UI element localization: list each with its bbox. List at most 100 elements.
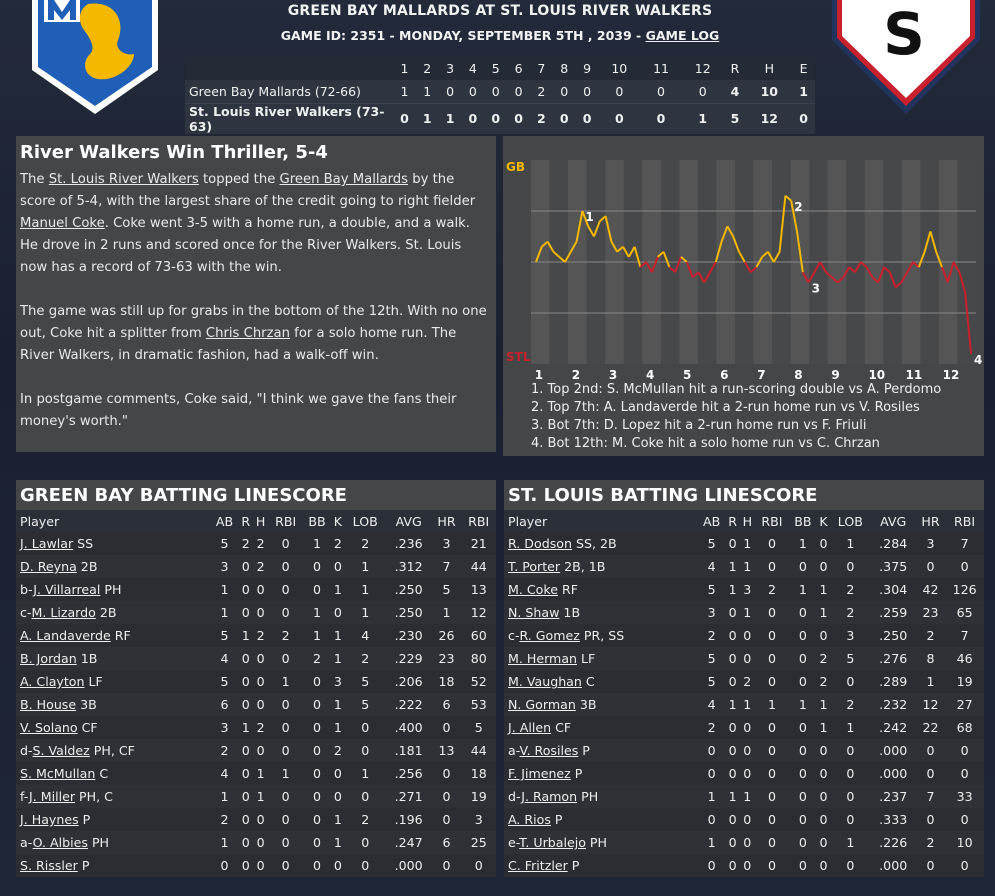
player-link[interactable]: N. Shaw xyxy=(508,605,560,620)
batting-header-hr[interactable]: HR xyxy=(915,510,946,532)
batting-header-lob[interactable]: LOB xyxy=(830,510,871,532)
green-bay-logo[interactable] xyxy=(30,0,160,116)
batting-header-bb[interactable]: BB xyxy=(788,510,817,532)
event-marker[interactable]: 4 xyxy=(974,353,982,367)
stat-cell: 0 xyxy=(442,720,451,735)
player-link[interactable]: A. Rios xyxy=(508,812,551,827)
player-link[interactable]: M. Herman xyxy=(508,651,578,666)
stat-cell: .250 xyxy=(394,605,423,620)
win-probability-line xyxy=(546,241,555,253)
batter-cell: J. Lawlar SS xyxy=(16,532,210,555)
stat-cell: 1 xyxy=(819,582,828,597)
batting-header-rbi[interactable]: RBI xyxy=(945,510,984,532)
stat-cell: 0 xyxy=(281,536,290,551)
event-marker[interactable]: 1 xyxy=(585,210,593,224)
player-link[interactable]: V. Solano xyxy=(20,720,78,735)
batting-header-h[interactable]: H xyxy=(252,510,269,532)
player-link[interactable]: J. Villarreal xyxy=(33,582,101,597)
batting-header-ab[interactable]: AB xyxy=(210,510,239,532)
stat-cell: 46 xyxy=(956,651,973,666)
batter-cell: d-S. Valdez PH, CF xyxy=(16,739,210,762)
batting-header-bb[interactable]: BB xyxy=(302,510,332,532)
batting-header-rbi[interactable]: RBI xyxy=(268,510,303,532)
player-link[interactable]: M. Coke xyxy=(508,582,558,597)
stat-cell: 1 xyxy=(798,582,807,597)
linescore-header-1: 1 xyxy=(393,57,416,80)
stat-cell: 2 xyxy=(819,674,828,689)
stat-cell: 13 xyxy=(438,743,455,758)
linescore-header-10: 10 xyxy=(598,57,641,80)
stat-cell: 2 xyxy=(707,628,716,643)
stat-cell: 2 xyxy=(846,582,855,597)
linescore-team-name[interactable]: St. Louis River Walkers (73-63) xyxy=(185,102,393,134)
batter-cell: A. Rios P xyxy=(504,808,698,831)
batting-header-hr[interactable]: HR xyxy=(431,510,462,532)
player-link[interactable]: J. Allen xyxy=(508,720,552,735)
event-marker[interactable]: 2 xyxy=(794,200,802,214)
st-louis-logo[interactable]: S xyxy=(828,0,984,116)
link-green-bay[interactable]: Green Bay Mallards xyxy=(279,172,409,187)
stat-cell: 0 xyxy=(819,536,828,551)
stat-cell: 0 xyxy=(743,766,752,781)
linescore-team-name[interactable]: Green Bay Mallards (72-66) xyxy=(189,83,361,99)
stat-cell: .250 xyxy=(394,582,423,597)
batting-header-h[interactable]: H xyxy=(739,510,755,532)
win-probability-line xyxy=(633,246,642,268)
stat-cell: 0 xyxy=(798,651,807,666)
player-link[interactable]: D. Reyna xyxy=(20,559,77,574)
player-link[interactable]: B. Jordan xyxy=(20,651,77,666)
batter-cell: J. Haynes P xyxy=(16,808,210,831)
player-link[interactable]: T. Urbalejo xyxy=(519,835,586,850)
substitution-prefix: f- xyxy=(20,789,29,804)
player-link[interactable]: J. Miller xyxy=(29,789,76,804)
win-probability-line xyxy=(958,271,967,293)
batting-header-k[interactable]: K xyxy=(816,510,831,532)
stat-cell: 1 xyxy=(926,674,935,689)
player-link[interactable]: A. Landaverde xyxy=(20,628,111,643)
player-link[interactable]: J. Lawlar xyxy=(20,536,74,551)
batting-header-player[interactable]: Player xyxy=(504,510,698,532)
game-log-link[interactable]: GAME LOG xyxy=(645,28,720,43)
link-st-louis[interactable]: St. Louis River Walkers xyxy=(48,172,199,187)
link-manuel-coke[interactable]: Manuel Coke xyxy=(20,216,105,231)
batting-header-r[interactable]: R xyxy=(725,510,740,532)
player-link[interactable]: F. Jimenez xyxy=(508,766,571,781)
player-link[interactable]: J. Haynes xyxy=(20,812,79,827)
batting-header-avg[interactable]: AVG xyxy=(870,510,916,532)
player-link[interactable]: B. House xyxy=(20,697,77,712)
stat-cell: 68 xyxy=(956,720,973,735)
batting-header-rbi[interactable]: RBI xyxy=(461,510,496,532)
stat-cell: 0 xyxy=(743,628,752,643)
batting-header-ab[interactable]: AB xyxy=(697,510,726,532)
link-chris-chrzan[interactable]: Chris Chrzan xyxy=(205,326,290,341)
batting-header-lob[interactable]: LOB xyxy=(344,510,386,532)
batting-header-avg[interactable]: AVG xyxy=(385,510,432,532)
stat-cell: 1 xyxy=(846,835,855,850)
player-link[interactable]: C. Fritzler xyxy=(508,858,568,873)
batting-header-rbi[interactable]: RBI xyxy=(754,510,789,532)
win-probability-line xyxy=(796,231,804,273)
player-link[interactable]: A. Clayton xyxy=(20,674,85,689)
player-link[interactable]: T. Porter xyxy=(508,559,561,574)
player-link[interactable]: M. Lizardo xyxy=(31,605,96,620)
linescore-header-6: 6 xyxy=(507,57,530,80)
player-link[interactable]: O. Albies xyxy=(32,835,88,850)
player-link[interactable]: R. Dodson xyxy=(508,536,572,551)
stat-cell: 2 xyxy=(926,835,935,850)
win-probability-line xyxy=(912,261,920,268)
player-link[interactable]: R. Gomez xyxy=(519,628,580,643)
batting-header-r[interactable]: R xyxy=(238,510,253,532)
player-link[interactable]: M. Vaughan xyxy=(508,674,582,689)
stat-cell: 2 xyxy=(256,720,265,735)
batting-header-player[interactable]: Player xyxy=(16,510,211,532)
story-paragraph-1: The St. Louis River Walkers topped the G… xyxy=(20,172,476,275)
player-link[interactable]: N. Gorman xyxy=(508,697,576,712)
batting-header-k[interactable]: K xyxy=(331,510,345,532)
event-marker[interactable]: 3 xyxy=(812,281,820,295)
player-link[interactable]: V. Rosiles xyxy=(519,743,579,758)
player-link[interactable]: S. Rissler xyxy=(20,858,78,873)
stat-cell: .247 xyxy=(394,835,423,850)
player-link[interactable]: S. Valdez xyxy=(32,743,90,758)
player-link[interactable]: J. Ramon xyxy=(521,789,578,804)
player-link[interactable]: S. McMullan xyxy=(20,766,96,781)
